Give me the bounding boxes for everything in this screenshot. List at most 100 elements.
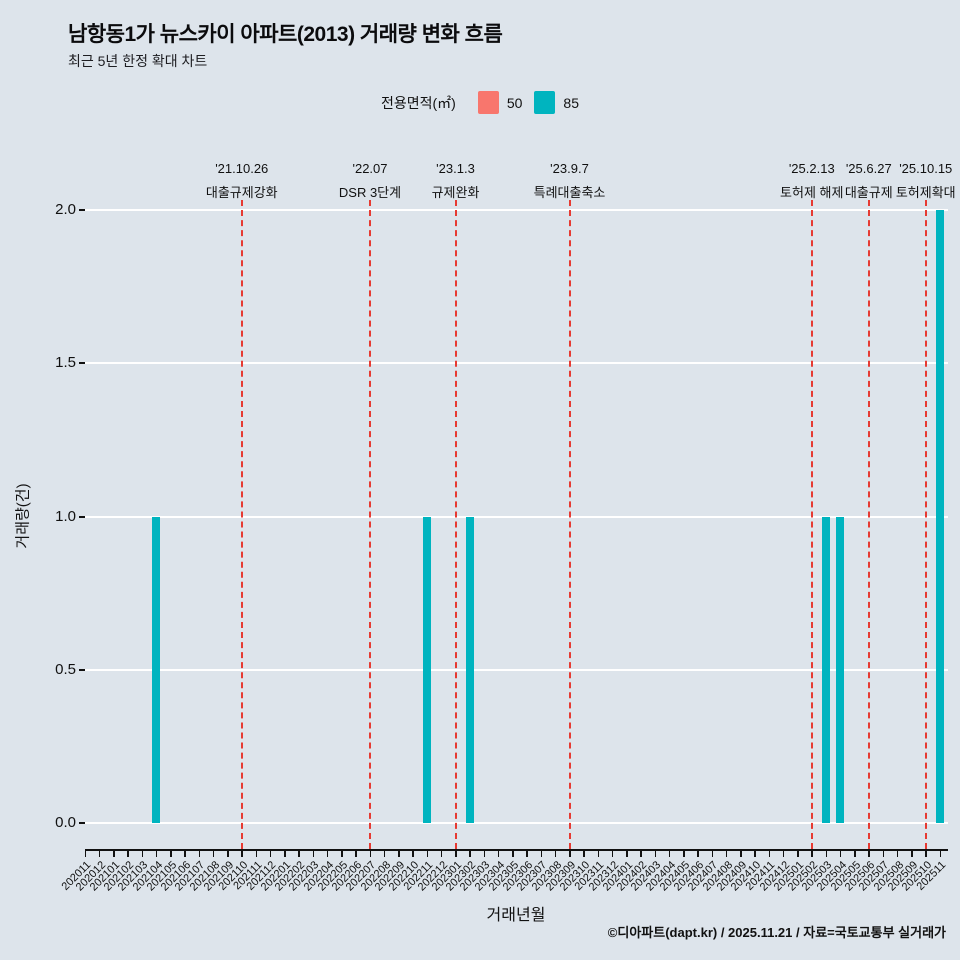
- legend-title: 전용면적(㎡): [380, 94, 456, 111]
- event-date: '25.10.15: [899, 161, 953, 176]
- x-tick-mark: [811, 851, 813, 857]
- x-axis-title: 거래년월: [486, 907, 546, 924]
- legend: 전용면적(㎡) 50 85: [0, 91, 960, 114]
- x-tick-mark: [868, 851, 870, 857]
- x-tick-mark: [355, 851, 357, 857]
- x-tick-mark: [640, 851, 642, 857]
- y-tick-label: 1.5: [55, 354, 76, 372]
- x-tick-mark: [797, 851, 799, 857]
- event-line: [454, 200, 457, 849]
- event-line: [867, 200, 870, 849]
- x-tick-mark: [284, 851, 286, 857]
- x-tick-mark: [896, 851, 899, 857]
- y-tick-mark: [79, 209, 85, 211]
- y-tick-mark: [79, 668, 85, 671]
- event-label: 대출규제강화: [205, 185, 278, 200]
- x-tick-mark: [312, 851, 314, 857]
- gridline: [85, 668, 948, 671]
- y-tick-mark: [79, 515, 85, 518]
- event-label: DSR 3단계: [338, 185, 402, 200]
- event-date: '23.9.7: [550, 161, 589, 176]
- event-date: '25.2.13: [788, 161, 835, 176]
- footer-credit: ©디아파트(dapt.kr) / 2025.11.21 / 자료=국토교통부 실…: [607, 925, 946, 940]
- event-date: '23.1.3: [436, 161, 475, 176]
- event-label: 특례대출축소: [533, 185, 606, 200]
- x-tick-mark: [654, 851, 656, 857]
- gridline: [85, 209, 948, 211]
- x-tick-mark: [440, 851, 443, 857]
- x-tick-mark: [740, 851, 742, 857]
- x-tick-mark: [782, 851, 785, 857]
- x-tick-mark: [683, 851, 685, 857]
- x-tick-mark: [925, 851, 927, 857]
- x-tick-mark: [412, 851, 414, 857]
- legend-label: 50: [506, 94, 523, 111]
- bar-85-202503: [822, 516, 830, 823]
- event-date: '22.07: [352, 161, 388, 176]
- x-axis-line: [85, 849, 948, 851]
- x-tick-mark: [882, 851, 884, 857]
- event-line: [240, 200, 243, 849]
- event-label: 규제완화: [431, 185, 480, 200]
- x-tick-mark: [426, 851, 428, 857]
- x-tick-mark: [697, 851, 699, 857]
- legend-label: 85: [563, 94, 579, 111]
- x-tick-mark: [113, 851, 115, 857]
- x-tick-mark: [626, 851, 628, 857]
- x-tick-mark: [241, 851, 243, 857]
- x-tick-mark: [725, 851, 728, 857]
- x-tick-mark: [597, 851, 599, 857]
- x-tick-mark: [569, 851, 571, 857]
- x-tick-mark: [155, 851, 158, 857]
- x-tick-mark: [98, 851, 101, 857]
- y-tick-label: 0.0: [55, 814, 76, 831]
- x-tick-mark: [170, 851, 172, 857]
- x-tick-mark: [127, 851, 129, 857]
- x-tick-mark: [198, 851, 200, 857]
- x-tick-mark: [497, 851, 500, 857]
- y-tick-label: 1.0: [55, 507, 76, 525]
- x-tick-mark: [825, 851, 827, 857]
- x-tick-mark: [754, 851, 756, 857]
- x-tick-mark: [298, 851, 300, 857]
- x-tick-mark: [383, 851, 386, 857]
- x-tick-mark: [455, 851, 457, 857]
- x-tick-mark: [326, 851, 329, 857]
- x-tick-mark: [483, 851, 485, 857]
- event-label: 대출규제: [844, 185, 893, 200]
- event-line: [568, 200, 571, 849]
- bar-85-202511: [936, 210, 944, 823]
- x-tick-mark: [369, 851, 371, 857]
- x-tick-mark: [668, 851, 671, 857]
- chart-subtitle: 최근 5년 한정 확대 차트: [68, 53, 208, 69]
- legend-swatch-50: [477, 91, 499, 114]
- x-tick-mark: [526, 851, 528, 857]
- x-tick-mark: [839, 851, 842, 857]
- y-tick-label: 0.5: [55, 660, 76, 678]
- bar-85-202302: [465, 516, 474, 823]
- event-line: [924, 200, 927, 849]
- x-tick-mark: [212, 851, 215, 857]
- x-tick-mark: [227, 851, 229, 857]
- x-tick-mark: [512, 851, 514, 857]
- chart-title: 남항동1가 뉴스카이 아파트(2013) 거래량 변화 흐름: [68, 23, 503, 46]
- x-tick-mark: [141, 851, 143, 857]
- x-tick-mark: [398, 851, 400, 857]
- event-label: 토허제확대: [895, 185, 956, 200]
- event-line: [369, 200, 371, 849]
- x-tick-mark: [554, 851, 557, 857]
- gridline: [85, 515, 948, 518]
- x-tick-mark: [341, 851, 343, 857]
- x-tick-mark: [583, 851, 585, 857]
- x-tick-mark: [911, 851, 913, 857]
- bar-85-202104: [152, 516, 161, 823]
- x-tick-mark: [84, 851, 86, 857]
- legend-items: 50 85: [466, 91, 579, 114]
- bar-85-202211: [423, 516, 431, 823]
- x-tick-mark: [711, 851, 713, 857]
- event-line: [810, 200, 813, 849]
- x-tick-mark: [184, 851, 186, 857]
- y-tick-label: 2.0: [55, 201, 76, 218]
